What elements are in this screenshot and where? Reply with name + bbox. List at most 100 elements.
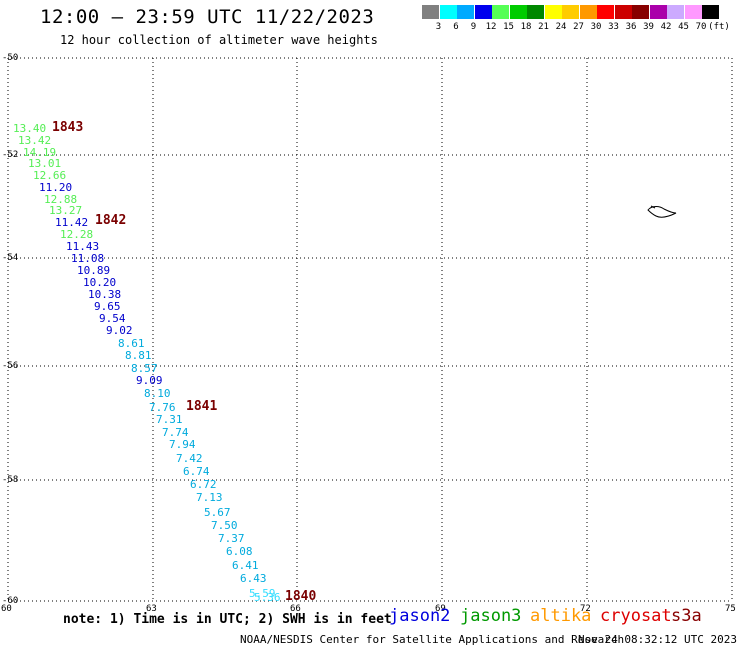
- legend-swatch: [649, 5, 667, 19]
- satellite-legend-item: jason2: [389, 606, 451, 626]
- legend-label: 30: [590, 22, 602, 32]
- legend-swatch: [492, 5, 509, 19]
- legend-swatch: [684, 5, 702, 19]
- legend-swatch: [422, 5, 439, 19]
- latitude-label: -50: [2, 53, 19, 63]
- wave-height-value: 13.27: [49, 204, 83, 217]
- wave-height-value: 8.81: [125, 349, 152, 362]
- legend-swatch: [562, 5, 579, 19]
- note-text: note: 1) Time is in UTC; 2) SWH is in fe…: [63, 612, 392, 627]
- legend-label: 70: [695, 22, 707, 32]
- wave-height-value: 6.41: [232, 559, 259, 572]
- longitude-label: 72: [580, 604, 591, 614]
- wave-height-value: 5.67: [204, 506, 231, 519]
- wave-height-value: 7.74: [162, 426, 189, 439]
- wave-height-value: 6.74: [183, 465, 210, 478]
- wave-height-value: 6.72: [190, 478, 217, 491]
- longitude-label: 66: [290, 604, 301, 614]
- legend-swatch: [544, 5, 562, 19]
- wave-height-value: 9.54: [99, 312, 126, 325]
- legend-swatch: [509, 5, 527, 19]
- longitude-label: 75: [725, 604, 736, 614]
- wave-height-value: 12.88: [44, 193, 78, 206]
- longitude-label: 60: [1, 604, 12, 614]
- wave-height-value: 11.42: [55, 216, 89, 229]
- legend-label: 3: [435, 22, 442, 32]
- latitude-label: -52: [2, 150, 19, 160]
- wave-height-value: 13.42: [18, 134, 52, 147]
- satellite-legend-item: cryosat: [600, 606, 672, 626]
- legend-label: 33: [608, 22, 619, 32]
- chart-subtitle: 12 hour collection of altimeter wave hei…: [60, 33, 378, 47]
- satellite-legend-item: altika: [530, 606, 592, 626]
- legend-label: 12: [485, 22, 497, 32]
- latitude-label: -58: [2, 475, 19, 485]
- latitude-label: -60: [2, 596, 19, 606]
- wave-height-value: 12.28: [60, 228, 94, 241]
- wave-height-value: 7.37: [218, 532, 245, 545]
- wave-height-value: 5.59: [249, 587, 276, 600]
- latitude-label: -54: [2, 253, 19, 263]
- wave-height-value: 11.08: [71, 252, 105, 265]
- legend-swatch: [614, 5, 632, 19]
- longitude-label: 63: [146, 604, 157, 614]
- legend-label: 45: [678, 22, 689, 32]
- legend-label: 6: [453, 22, 459, 32]
- wave-height-value: 7.76: [149, 401, 176, 414]
- wave-height-value: 10.38: [88, 288, 122, 301]
- wave-height-value: 7.13: [196, 491, 223, 504]
- legend-label: 21: [538, 22, 549, 32]
- legend-label: 18: [520, 22, 532, 32]
- legend-label: 15: [503, 22, 514, 32]
- satellite-legend-item: jason3: [460, 606, 522, 626]
- legend-swatch: [702, 5, 719, 19]
- legend-swatch: [597, 5, 614, 19]
- wave-height-value: 9.65: [94, 300, 121, 313]
- pass-number: 1843: [52, 120, 84, 135]
- wave-height-value: 13.40: [13, 122, 47, 135]
- wave-height-value: 8.57: [131, 362, 158, 375]
- pass-number: 1840: [285, 589, 317, 604]
- legend-unit: (ft): [708, 22, 730, 32]
- legend-swatch: [527, 5, 544, 19]
- legend-swatch: [579, 5, 597, 19]
- legend-label: 27: [573, 22, 584, 32]
- legend-label: 39: [643, 22, 654, 32]
- wave-height-value: 10.20: [83, 276, 117, 289]
- generated-timestamp: Nov 24 08:32:12 UTC 2023: [578, 633, 737, 646]
- wave-height-value: 14.19: [23, 146, 57, 159]
- wave-height-value: 7.42: [176, 452, 203, 465]
- wave-height-value: 13.01: [28, 157, 62, 170]
- credit-text: NOAA/NESDIS Center for Satellite Applica…: [240, 633, 625, 646]
- legend-label: 36: [625, 22, 637, 32]
- legend-swatch: [632, 5, 649, 19]
- latitude-label: -56: [2, 361, 19, 371]
- wave-height-value: 7.50: [211, 519, 238, 532]
- wave-height-value: 6.08: [226, 545, 253, 558]
- longitude-label: 69: [435, 604, 446, 614]
- legend-swatch: [457, 5, 474, 19]
- wave-height-value: 9.02: [106, 324, 133, 337]
- legend-swatch: [667, 5, 684, 19]
- legend-label: 9: [470, 22, 477, 32]
- wave-height-value: 5.36: [254, 591, 281, 604]
- pass-number: 1841: [186, 399, 218, 414]
- wave-height-value: 6.43: [240, 572, 267, 585]
- wave-height-value: 8.61: [118, 337, 145, 350]
- island-outline: [647, 205, 677, 218]
- wave-height-value: 11.43: [66, 240, 100, 253]
- wave-height-value: 7.31: [156, 413, 183, 426]
- satellite-legend-item: s3a: [671, 606, 702, 626]
- pass-number: 1842: [95, 213, 127, 228]
- wave-height-value: 8.10: [144, 387, 171, 400]
- chart-title: 12:00 — 23:59 UTC 11/22/2023: [40, 6, 375, 28]
- legend-swatch: [439, 5, 457, 19]
- grid-lines: [7, 57, 733, 602]
- legend-swatch: [474, 5, 492, 19]
- wave-height-value: 11.20: [39, 181, 73, 194]
- legend-label: 24: [555, 22, 567, 32]
- legend-label: 42: [660, 22, 672, 32]
- wave-height-value: 10.89: [77, 264, 111, 277]
- wave-height-value: 9.09: [136, 374, 163, 387]
